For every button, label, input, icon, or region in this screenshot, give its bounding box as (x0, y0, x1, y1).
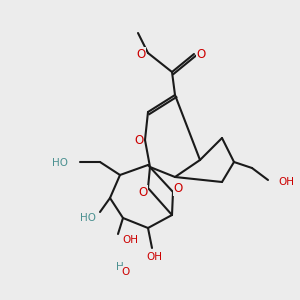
Text: OH: OH (122, 235, 138, 245)
Text: O: O (138, 185, 148, 199)
Text: O: O (136, 47, 146, 61)
Text: HO: HO (80, 213, 96, 223)
Text: O: O (173, 182, 183, 196)
Text: O: O (196, 47, 206, 61)
Text: H: H (116, 262, 124, 272)
Text: OH: OH (146, 252, 162, 262)
Text: HO: HO (52, 158, 68, 168)
Text: OH: OH (278, 177, 294, 187)
Text: O: O (134, 134, 144, 146)
Text: O: O (121, 267, 129, 277)
